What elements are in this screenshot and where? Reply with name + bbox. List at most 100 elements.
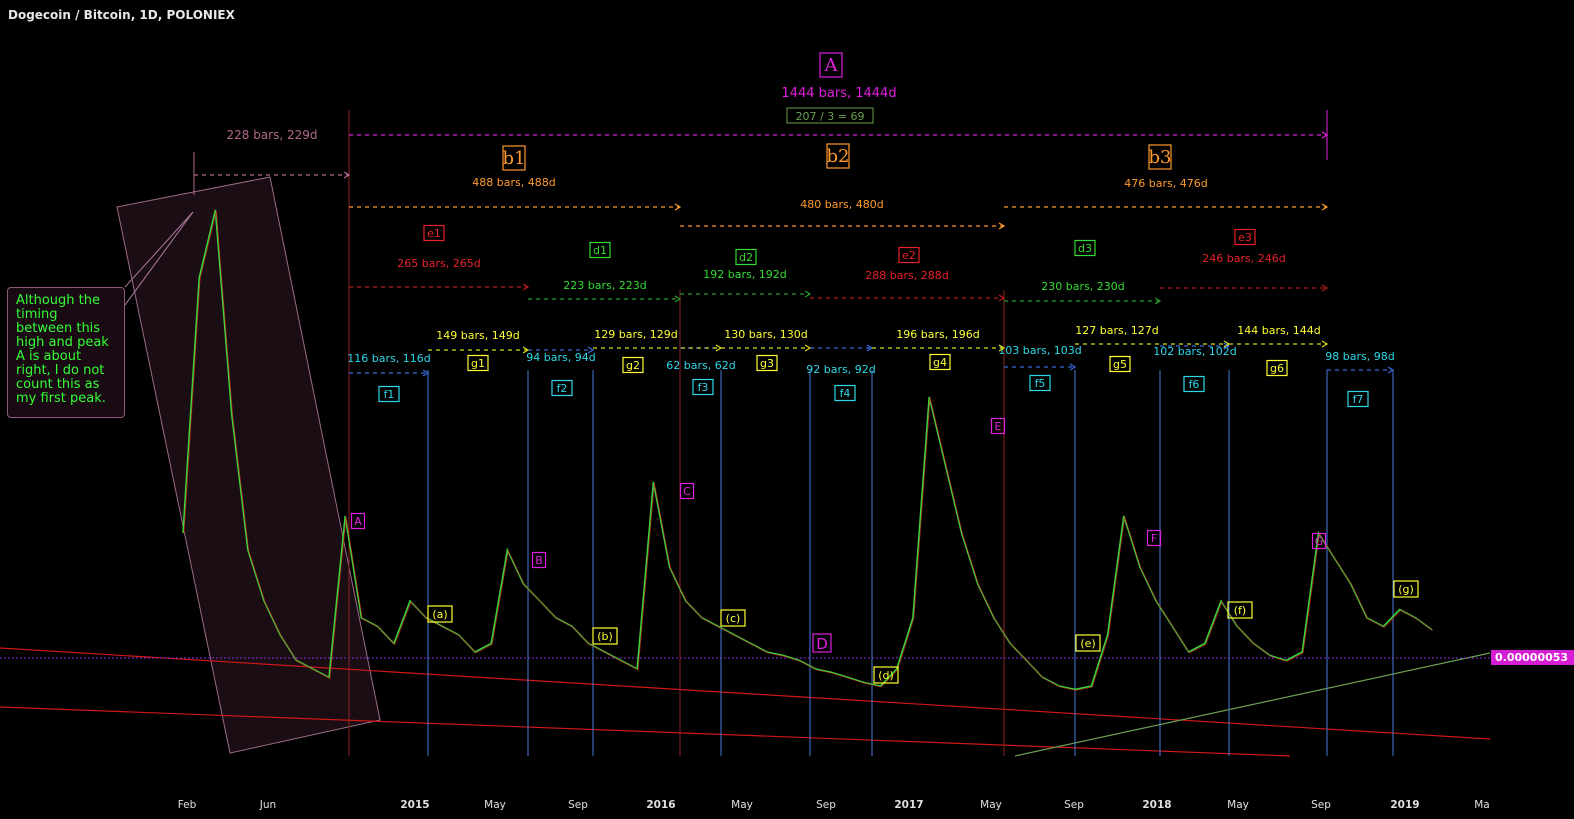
f-cycle-label-box <box>692 378 714 396</box>
trough-label: (c) <box>726 612 741 625</box>
peak-label-box <box>679 482 695 500</box>
f-cycle-label: f7 <box>1353 393 1364 406</box>
e-cycle-arrow-arrow <box>522 283 530 291</box>
peak-label-box <box>350 512 366 530</box>
g-cycle-label: g6 <box>1270 362 1284 375</box>
e-cycle-label: e3 <box>1238 231 1252 244</box>
g-cycle-bars: 130 bars, 130d <box>724 328 807 341</box>
pre-cycle-bars: 228 bars, 229d <box>226 128 317 142</box>
g-cycle-bars: 149 bars, 149d <box>436 329 519 342</box>
f-cycle-label-box <box>834 384 856 402</box>
f-cycle-bars: 98 bars, 98d <box>1325 350 1394 363</box>
x-tick-label: Sep <box>1311 799 1331 811</box>
e-cycle-label: e2 <box>902 249 916 262</box>
e-cycle-arrow-arrow <box>998 294 1006 302</box>
x-tick-label: Jun <box>259 799 276 811</box>
f-cycle-arrow-arrow <box>422 369 430 377</box>
highlight-region <box>116 176 381 754</box>
peak-label: F <box>1151 532 1157 545</box>
g-cycle-label-box <box>1266 359 1288 377</box>
calc-text: 207 / 3 = 69 <box>796 110 865 123</box>
peak-label-box <box>812 633 832 653</box>
d-cycle-label: d2 <box>739 251 753 264</box>
peak-label: A <box>354 515 362 528</box>
f-cycle-label: f5 <box>1035 377 1046 390</box>
trough-label-box <box>592 627 618 645</box>
x-tick-label: Feb <box>178 799 197 811</box>
trough-label: (a) <box>432 608 447 621</box>
g-cycle-bars: 127 bars, 127d <box>1075 324 1158 337</box>
x-tick-label: Sep <box>1064 799 1084 811</box>
peak-label-box <box>531 551 547 569</box>
f-cycle-label: f3 <box>698 381 709 394</box>
f-cycle-label-box <box>551 379 573 397</box>
x-tick-label: Sep <box>568 799 588 811</box>
trough-label: (e) <box>1080 637 1095 650</box>
d-cycle-label: d1 <box>593 244 607 257</box>
d-cycle-arrow-arrow <box>674 295 682 303</box>
f-cycle-label: f6 <box>1189 378 1200 391</box>
f-cycle-bars: 102 bars, 102d <box>1153 345 1236 358</box>
f-cycle-bars: 103 bars, 103d <box>998 344 1081 357</box>
g-cycle-label: g3 <box>760 357 774 370</box>
peak-label-box <box>990 417 1006 435</box>
x-tick-label: 2019 <box>1390 799 1419 811</box>
g-cycle-arrow-arrow <box>1321 340 1329 348</box>
b-cycle-arrow-arrow <box>674 203 682 211</box>
f-cycle-label-box <box>378 385 400 403</box>
d-cycle-label: d3 <box>1078 242 1092 255</box>
trough-label: (d) <box>878 669 894 682</box>
g-cycle-label-box <box>929 353 951 371</box>
peak-label: G <box>1315 535 1324 548</box>
e-cycle-arrow-arrow <box>1321 284 1329 292</box>
d-cycle-bars: 192 bars, 192d <box>703 268 786 281</box>
b-cycle-arrow-arrow <box>998 222 1006 230</box>
b-cycle-arrow-arrow <box>1321 203 1329 211</box>
g-cycle-label: g1 <box>471 357 485 370</box>
g-cycle-label-box <box>622 356 644 374</box>
e-cycle-bars: 265 bars, 265d <box>397 257 480 270</box>
f-cycle-bars: 94 bars, 94d <box>526 351 595 364</box>
e-cycle-label-box <box>423 224 445 242</box>
trough-label-box <box>1075 634 1101 652</box>
f-cycle-label-box <box>1347 390 1369 408</box>
b-cycle-bars: 476 bars, 476d <box>1124 177 1207 190</box>
b-cycle-label-box <box>502 145 526 171</box>
price-axis[interactable] <box>1490 0 1574 819</box>
e-cycle-bars: 246 bars, 246d <box>1202 252 1285 265</box>
f-cycle-label: f4 <box>840 387 851 400</box>
f-cycle-label-box <box>1183 375 1205 393</box>
d-cycle-label-box <box>735 248 757 266</box>
price-series-line-shadow <box>183 210 1434 691</box>
b-cycle-label: b2 <box>827 146 850 167</box>
e-cycle-label: e1 <box>427 227 441 240</box>
f-cycle-label: f1 <box>384 388 395 401</box>
e-cycle-label-box <box>1234 228 1256 246</box>
x-tick-label: May <box>484 799 506 811</box>
top-cycle-bars: 1444 bars, 1444d <box>781 86 896 101</box>
top-cycle-label: A <box>824 55 839 76</box>
e-cycle-bars: 288 bars, 288d <box>865 269 948 282</box>
trend-line-red <box>0 706 1291 757</box>
g-cycle-label-box <box>1109 355 1131 373</box>
d-cycle-bars: 223 bars, 223d <box>563 279 646 292</box>
chart-title: Dogecoin / Bitcoin, 1D, POLONIEX <box>8 8 235 22</box>
x-tick-label: 2018 <box>1142 799 1171 811</box>
x-tick-label: Sep <box>816 799 836 811</box>
d-cycle-label-box <box>1074 239 1096 257</box>
x-tick-label: Ma <box>1474 799 1490 811</box>
x-tick-label: May <box>1227 799 1249 811</box>
g-cycle-label: g2 <box>626 359 640 372</box>
b-cycle-label-box <box>1148 144 1172 170</box>
d-cycle-arrow-arrow <box>1154 297 1162 305</box>
peak-label-box <box>1146 529 1162 547</box>
trough-label: (b) <box>597 630 613 643</box>
g-cycle-arrow-arrow <box>998 344 1006 352</box>
top-cycle-arrow-arrow <box>1321 131 1329 139</box>
d-cycle-bars: 230 bars, 230d <box>1041 280 1124 293</box>
b-cycle-label: b3 <box>1149 147 1172 168</box>
g-cycle-bars: 129 bars, 129d <box>594 328 677 341</box>
g-cycle-bars: 144 bars, 144d <box>1237 324 1320 337</box>
x-tick-label: May <box>980 799 1002 811</box>
